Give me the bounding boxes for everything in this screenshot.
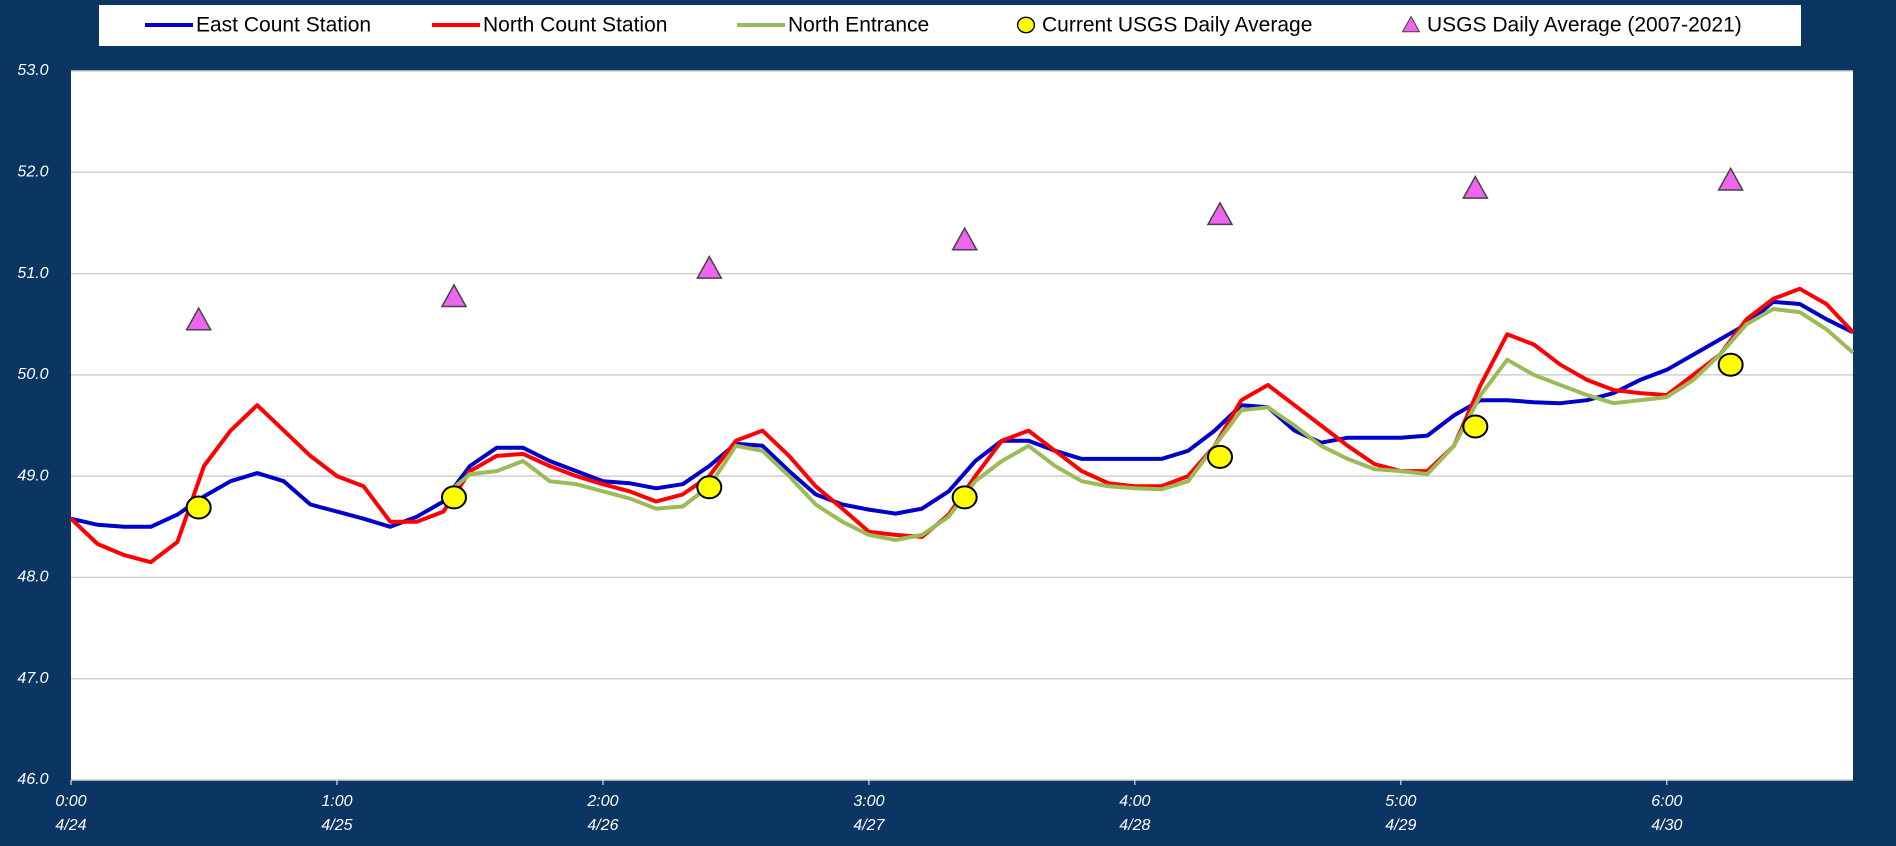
data-point — [696, 475, 723, 500]
y-tick-label: 48.0 — [17, 569, 48, 586]
data-point — [696, 254, 723, 279]
data-point — [1717, 166, 1744, 191]
legend-label: North Count Station — [483, 14, 667, 37]
data-point — [1206, 201, 1234, 226]
data-point — [185, 306, 212, 331]
y-tick-label: 52.0 — [17, 164, 48, 181]
legend-label: USGS Daily Average (2007-2021) — [1427, 14, 1742, 37]
plot-area — [71, 71, 1853, 780]
x-tick-label: 6:00 — [1651, 793, 1682, 810]
data-point — [951, 485, 978, 510]
legend-label: East Count Station — [196, 14, 371, 37]
x-tick-label: 0:00 — [55, 793, 86, 810]
y-tick-label: 53.0 — [17, 62, 48, 79]
y-tick-label: 51.0 — [17, 265, 48, 282]
x-tick-date: 4/29 — [1385, 817, 1416, 834]
data-point — [440, 283, 468, 308]
x-tick-date: 4/30 — [1651, 817, 1682, 834]
x-tick-date: 4/28 — [1119, 817, 1150, 834]
legend-box — [99, 5, 1801, 46]
data-point — [1462, 174, 1489, 199]
x-tick-date: 4/25 — [321, 817, 352, 834]
data-point — [1462, 414, 1489, 439]
legend-marker — [1401, 15, 1421, 33]
legend-label: North Entrance — [788, 14, 929, 37]
series-line — [70, 299, 1854, 529]
x-tick-label: 4:00 — [1119, 793, 1150, 810]
x-tick-label: 3:00 — [853, 793, 884, 810]
x-tick-label: 5:00 — [1385, 793, 1416, 810]
data-point — [1206, 444, 1233, 469]
data-point — [185, 495, 212, 520]
x-tick-label: 2:00 — [586, 793, 618, 810]
y-tick-label: 47.0 — [17, 670, 48, 687]
data-point — [440, 485, 467, 510]
x-tick-date: 4/26 — [587, 817, 618, 834]
x-tick-date: 4/24 — [55, 817, 86, 834]
legend-label: Current USGS Daily Average — [1042, 14, 1312, 37]
y-tick-label: 46.0 — [17, 771, 48, 788]
data-point — [951, 226, 978, 251]
y-tick-label: 50.0 — [17, 366, 48, 383]
legend-marker — [1016, 16, 1036, 34]
data-point — [1717, 352, 1744, 377]
x-tick-label: 1:00 — [321, 793, 352, 810]
x-tick-date: 4/27 — [853, 817, 885, 834]
y-tick-label: 49.0 — [17, 467, 48, 484]
series-line — [442, 307, 1855, 542]
